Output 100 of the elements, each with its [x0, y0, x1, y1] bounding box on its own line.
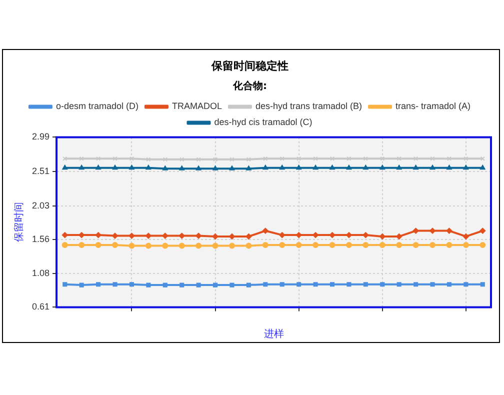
point [112, 242, 118, 248]
point [196, 282, 201, 288]
point [112, 164, 118, 170]
y-axis-title: 保留时间 [12, 202, 25, 242]
point [196, 166, 202, 170]
point [329, 242, 336, 248]
point [230, 282, 234, 288]
point [313, 156, 318, 161]
point [179, 166, 185, 170]
point [480, 164, 486, 170]
point [414, 156, 418, 161]
point [330, 164, 335, 170]
point [178, 242, 185, 249]
point [380, 282, 385, 287]
point [446, 282, 452, 287]
point [412, 228, 419, 234]
legend-label: TRAMADOL [172, 101, 222, 112]
point [362, 242, 369, 248]
point [430, 164, 436, 170]
point [112, 282, 118, 287]
point [145, 242, 152, 249]
point [196, 157, 201, 162]
point [229, 166, 235, 170]
point [330, 156, 335, 161]
point [96, 164, 101, 170]
point [296, 156, 302, 161]
point [263, 156, 268, 161]
legend-label: des-hyd cis tramadol (C) [214, 117, 312, 128]
point [363, 164, 368, 170]
point [180, 157, 184, 162]
point [480, 282, 485, 287]
point [112, 156, 118, 161]
point [96, 156, 101, 161]
point [146, 157, 151, 162]
x-axis-title: 进样 [264, 328, 284, 340]
point [213, 157, 218, 162]
point [464, 282, 468, 287]
point [62, 242, 68, 248]
point [464, 156, 468, 161]
y-tick-label: 1.08 [32, 268, 50, 278]
point [96, 282, 101, 287]
point [446, 156, 452, 161]
point [162, 282, 168, 288]
legend-label: des-hyd trans tramadol (B) [255, 101, 362, 112]
point [396, 164, 402, 170]
point [363, 282, 368, 287]
point [263, 282, 268, 287]
point [196, 242, 202, 249]
point [280, 156, 284, 161]
point [412, 242, 419, 248]
point [480, 242, 486, 248]
point [296, 164, 302, 170]
chart-title: 保留时间稳定性 [210, 59, 288, 72]
point [330, 282, 335, 287]
point [446, 164, 452, 170]
point [462, 233, 469, 240]
point [246, 157, 251, 162]
point [463, 164, 469, 170]
point [78, 242, 85, 248]
point [95, 242, 102, 248]
point [246, 166, 252, 170]
point [462, 242, 469, 248]
point [312, 242, 319, 248]
point [414, 282, 418, 287]
point [413, 164, 418, 170]
point [346, 156, 352, 161]
point [296, 282, 302, 287]
point [146, 282, 151, 288]
point [180, 282, 184, 288]
point [212, 242, 218, 249]
point [446, 228, 452, 234]
point [62, 164, 68, 170]
point [262, 242, 268, 248]
point [279, 242, 286, 248]
point [446, 242, 452, 248]
y-tick-label: 2.03 [32, 200, 50, 210]
point [380, 156, 385, 161]
point [262, 164, 268, 170]
legend-label: o-desm tramadol (D) [56, 101, 138, 112]
point [363, 156, 368, 161]
point [379, 242, 386, 248]
point [62, 282, 68, 287]
point [228, 242, 235, 249]
point [246, 282, 251, 288]
point [396, 156, 402, 161]
point [312, 164, 318, 170]
point [380, 164, 386, 170]
legend-title: 化合物: [232, 80, 267, 92]
point [430, 156, 435, 161]
point [296, 242, 302, 248]
point [346, 242, 352, 248]
y-tick-label: 0.61 [32, 302, 50, 312]
point [213, 282, 218, 288]
y-tick-label: 1.56 [32, 234, 50, 244]
point [128, 242, 135, 249]
point [230, 157, 234, 162]
point [79, 156, 84, 161]
point [146, 164, 152, 170]
point [396, 282, 402, 287]
point [129, 282, 134, 287]
